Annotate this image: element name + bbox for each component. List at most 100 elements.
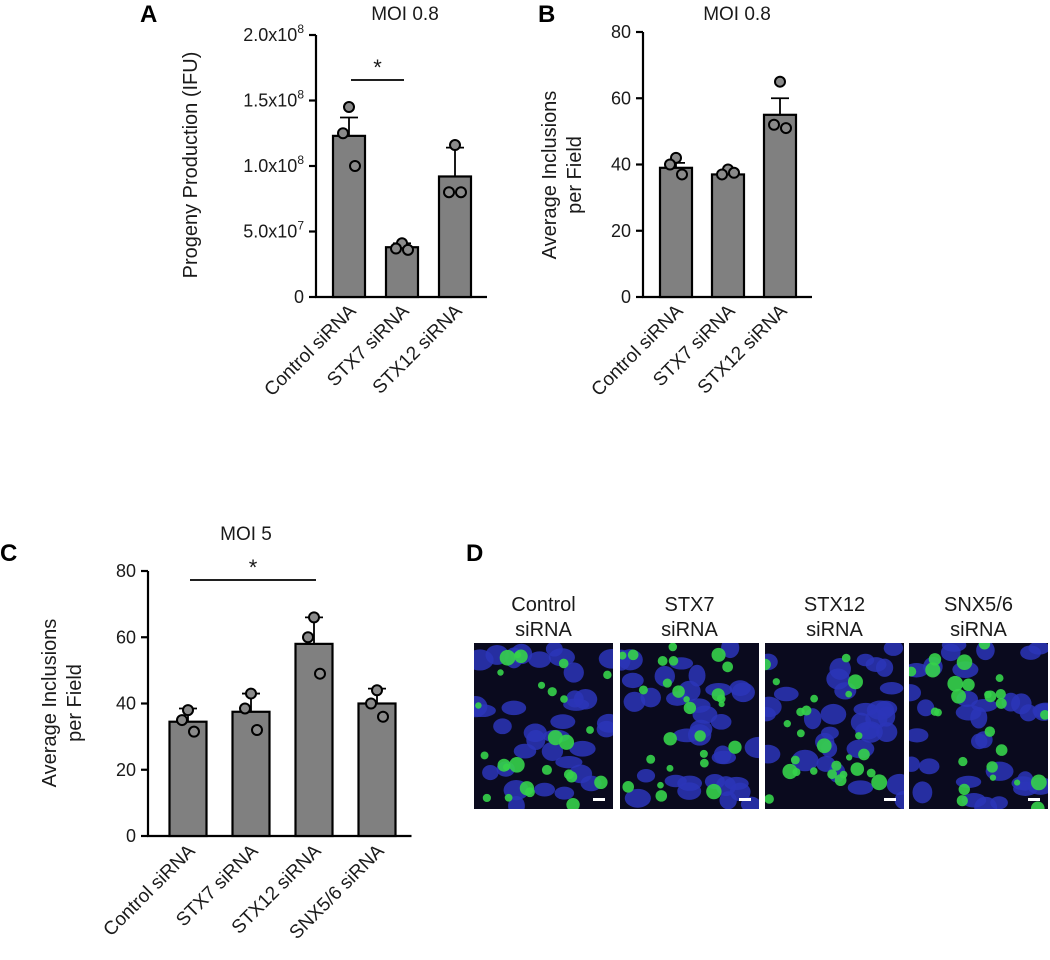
inclusion bbox=[662, 678, 672, 688]
nucleus bbox=[508, 796, 525, 809]
inclusion bbox=[620, 651, 627, 660]
significance-annotations: * bbox=[190, 555, 316, 581]
inclusion bbox=[995, 697, 1007, 709]
bars bbox=[331, 101, 473, 299]
inclusion bbox=[956, 795, 968, 807]
nucleus bbox=[909, 684, 922, 702]
data-point bbox=[343, 101, 355, 114]
inclusion bbox=[850, 762, 865, 776]
inclusion bbox=[909, 666, 917, 677]
inclusion bbox=[475, 702, 482, 709]
nucleus bbox=[791, 749, 819, 772]
inclusion bbox=[547, 687, 557, 697]
nucleus bbox=[550, 714, 576, 730]
nucleus bbox=[971, 733, 988, 750]
inclusion bbox=[841, 653, 851, 663]
nucleus bbox=[917, 699, 935, 717]
data-point bbox=[443, 186, 455, 199]
nucleus bbox=[990, 796, 1008, 809]
data-point bbox=[349, 160, 361, 172]
inclusion bbox=[497, 669, 504, 676]
micrograph-label-line-2: siRNA bbox=[806, 619, 863, 641]
data-point bbox=[449, 139, 461, 152]
nucleus bbox=[847, 780, 874, 795]
inclusion bbox=[482, 793, 492, 803]
inclusion bbox=[958, 783, 970, 796]
inclusion bbox=[845, 754, 853, 761]
data-point bbox=[239, 702, 251, 715]
panel-letter-a: A bbox=[140, 1, 157, 28]
inclusion bbox=[655, 790, 668, 802]
scale-bar bbox=[593, 798, 605, 801]
micrograph-label-line-2: siRNA bbox=[661, 619, 718, 641]
y-tick-label: 60 bbox=[116, 627, 136, 647]
nucleus bbox=[621, 672, 644, 689]
nucleus bbox=[912, 781, 933, 804]
fluorescence-micrograph bbox=[474, 643, 613, 809]
inclusion bbox=[772, 678, 780, 686]
nucleus bbox=[940, 643, 961, 662]
scale-bar bbox=[739, 798, 751, 801]
data-point bbox=[371, 684, 383, 697]
nucleus bbox=[569, 740, 596, 757]
data-point bbox=[308, 611, 320, 624]
inclusion bbox=[1030, 801, 1045, 809]
bar bbox=[357, 702, 397, 838]
significance-star: * bbox=[249, 555, 258, 580]
inclusion bbox=[622, 781, 635, 793]
y-axis-label-line-1: Average Inclusions bbox=[39, 619, 61, 788]
inclusion bbox=[560, 695, 568, 703]
data-point bbox=[302, 631, 314, 644]
inclusion bbox=[978, 643, 991, 650]
inclusion bbox=[706, 783, 722, 800]
inclusion bbox=[810, 767, 818, 775]
nucleus bbox=[636, 768, 656, 783]
chart-title: MOI 5 bbox=[220, 524, 272, 545]
inclusion bbox=[995, 674, 1004, 683]
nucleus bbox=[711, 750, 737, 765]
x-tick-label: Control siRNA bbox=[261, 300, 361, 400]
data-point bbox=[314, 667, 326, 680]
y-tick-label: 0 bbox=[621, 287, 631, 307]
inclusion bbox=[855, 732, 863, 740]
inclusion bbox=[827, 769, 837, 780]
inclusion bbox=[951, 688, 966, 704]
y-tick-label: 60 bbox=[611, 88, 631, 108]
bar bbox=[762, 113, 798, 299]
nucleus bbox=[555, 756, 583, 769]
data-point bbox=[455, 186, 467, 199]
nucleus bbox=[765, 744, 781, 764]
nucleus bbox=[773, 686, 799, 702]
chart-panel-a: MOI 0.8 Progeny Production (IFU) 0 5.0x10… bbox=[180, 4, 487, 401]
inclusion bbox=[947, 675, 964, 692]
inclusion bbox=[989, 774, 997, 781]
inclusion bbox=[514, 651, 522, 659]
nucleus bbox=[820, 726, 839, 740]
inclusion bbox=[558, 658, 569, 669]
inclusion bbox=[668, 656, 679, 666]
nucleus bbox=[548, 648, 575, 667]
scale-bar bbox=[1028, 798, 1040, 801]
nucleus bbox=[527, 651, 552, 668]
x-tick-label: Control siRNA bbox=[588, 300, 688, 400]
inclusion bbox=[668, 643, 678, 652]
nucleus bbox=[820, 703, 847, 725]
bars bbox=[658, 75, 798, 299]
inclusion bbox=[995, 744, 1008, 756]
nucleus bbox=[523, 723, 547, 743]
data-point bbox=[390, 242, 402, 255]
inclusion bbox=[831, 760, 842, 771]
inclusion bbox=[782, 763, 798, 780]
inclusion bbox=[683, 696, 690, 703]
nucleus bbox=[513, 743, 537, 759]
inclusion bbox=[663, 732, 677, 746]
y-ticks: 0 20 40 60 80 bbox=[116, 561, 412, 846]
inclusion bbox=[627, 649, 639, 661]
x-tick-label: STX12 siRNA bbox=[694, 300, 792, 398]
nucleus bbox=[879, 682, 904, 695]
bar bbox=[294, 642, 334, 838]
inclusion bbox=[858, 748, 870, 761]
